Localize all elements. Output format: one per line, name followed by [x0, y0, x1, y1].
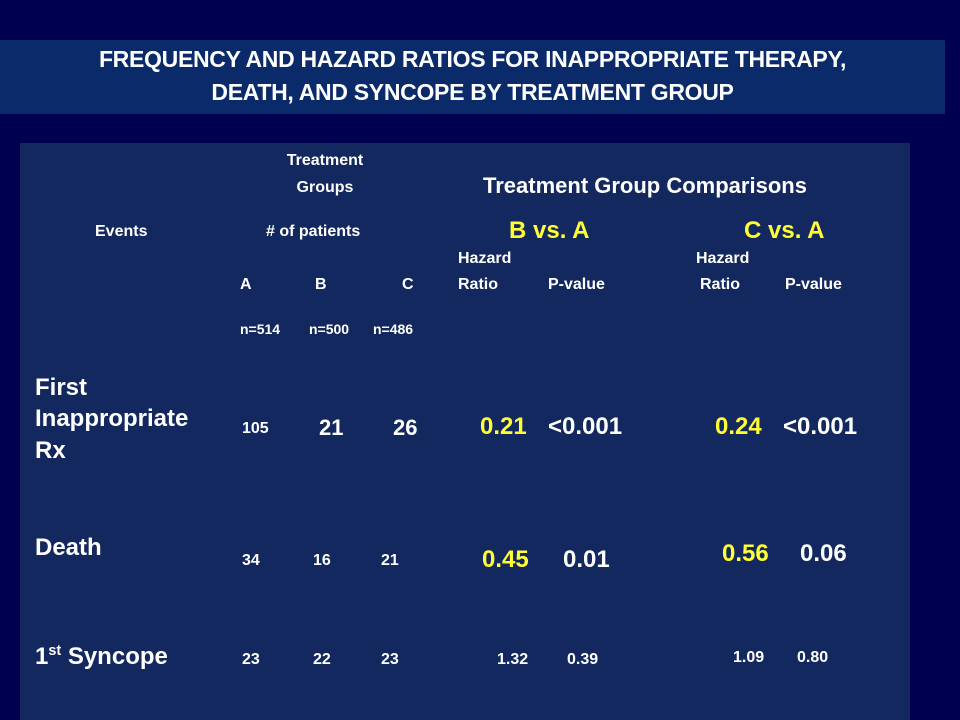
count-b: 16 [313, 552, 331, 569]
hazard-label-c: Hazard [696, 250, 750, 267]
count-a: 105 [242, 420, 269, 437]
ratio-label-c: Ratio [700, 276, 740, 293]
title-line-1: FREQUENCY AND HAZARD RATIOS FOR INAPPROP… [98, 46, 847, 72]
title-line-2: DEATH, AND SYNCOPE BY TREATMENT GROUP [211, 79, 734, 105]
hazard-ratio-c: 1.09 [733, 649, 765, 666]
n-group-b: n=500 [309, 321, 350, 337]
treatment-groups-label-2: Groups [296, 179, 354, 196]
group-b-label: B [315, 276, 327, 293]
hazard-ratio-c: 0.24 [715, 413, 762, 440]
hazard-ratio-b: 0.45 [482, 546, 529, 573]
hazard-ratio-c: 0.56 [722, 540, 769, 567]
count-b: 22 [313, 651, 331, 668]
count-c: 26 [393, 415, 418, 440]
p-value-c: 0.80 [797, 649, 829, 666]
count-a: 23 [242, 651, 260, 668]
title-band: FREQUENCY AND HAZARD RATIOS FOR INAPPROP… [0, 40, 945, 114]
event-death: Death [35, 534, 102, 561]
n-group-c: n=486 [373, 321, 414, 337]
num-patients-heading: # of patients [266, 223, 361, 240]
count-b: 21 [319, 415, 344, 440]
p-value-b: 0.01 [563, 546, 610, 573]
ratio-label-b: Ratio [458, 276, 498, 293]
event-syncope-ordinal: st [48, 643, 62, 659]
results-table: Treatment Groups Treatment Group Compari… [20, 143, 910, 720]
events-heading: Events [95, 223, 148, 240]
hazard-label-b: Hazard [458, 250, 512, 267]
group-c-label: C [402, 276, 414, 293]
b-vs-a-heading: B vs. A [509, 217, 590, 244]
p-value-c: 0.06 [800, 540, 847, 567]
event-first-line-1: First [35, 374, 88, 401]
event-first-line-3: Rx [35, 437, 66, 464]
event-syncope-number: 1 [35, 643, 49, 670]
n-group-a: n=514 [240, 321, 281, 337]
p-value-b: 0.39 [567, 651, 599, 668]
event-first-line-2: Inappropriate [35, 405, 189, 432]
p-value-label-b: P-value [548, 276, 605, 293]
group-a-label: A [240, 276, 252, 293]
count-c: 23 [381, 651, 399, 668]
p-value-label-c: P-value [785, 276, 842, 293]
comparisons-heading: Treatment Group Comparisons [483, 173, 807, 198]
event-syncope: 1st Syncope [35, 643, 168, 671]
p-value-c: <0.001 [783, 413, 858, 440]
event-syncope-label: Syncope [61, 643, 168, 670]
p-value-b: <0.001 [548, 413, 623, 440]
treatment-groups-label-1: Treatment [286, 152, 364, 169]
c-vs-a-heading: C vs. A [744, 217, 825, 244]
hazard-ratio-b: 0.21 [480, 413, 527, 440]
hazard-ratio-b: 1.32 [497, 651, 529, 668]
count-a: 34 [242, 552, 260, 569]
count-c: 21 [381, 552, 399, 569]
